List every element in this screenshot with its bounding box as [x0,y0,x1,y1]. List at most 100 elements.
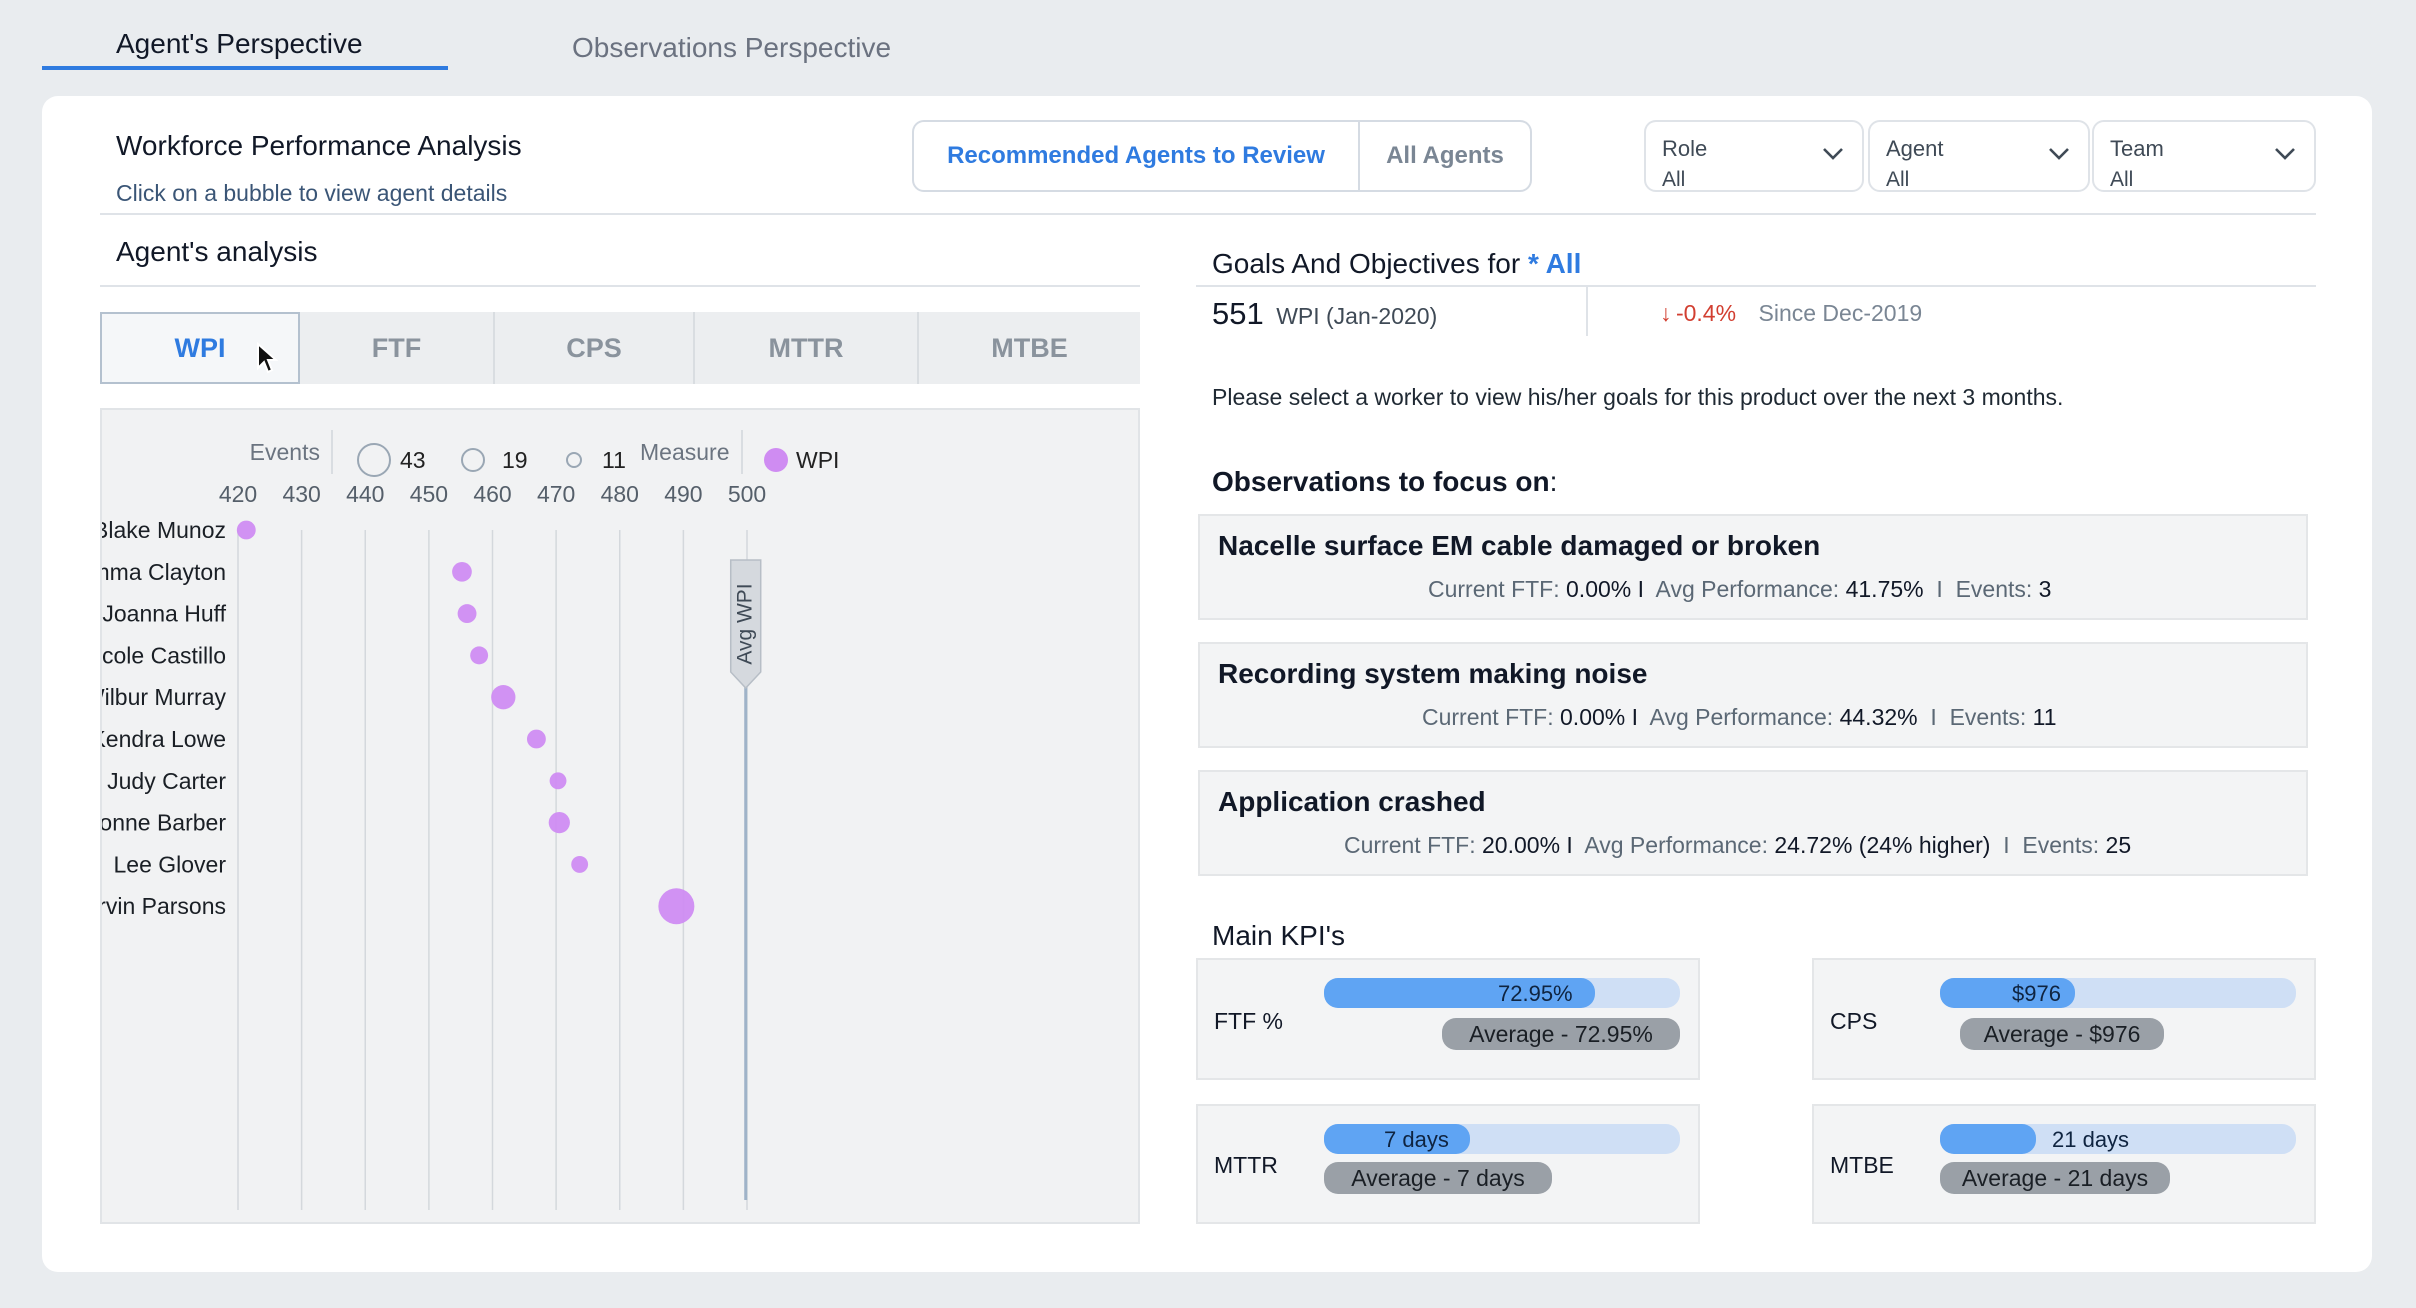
avg-wpi-marker [729,559,762,690]
wpi-since: Since Dec-2019 [1758,300,1923,326]
observation-card[interactable]: Nacelle surface EM cable damaged or brok… [1198,514,2308,620]
wpi-value: 551 [1212,296,1264,331]
x-tick-label: 430 [282,481,320,507]
kpi-title: Main KPI's [1212,920,1345,951]
separator: I [1930,704,1937,730]
team-dropdown-label: Team [2110,136,2164,161]
goals-instruction: Please select a worker to view his/her g… [1212,384,2064,410]
team-dropdown[interactable]: Team All [2092,120,2316,192]
agent-label: Yvonne Barber [102,810,226,836]
metric-tab-mttr[interactable]: MTTR [695,312,919,384]
agent-label: Judy Carter [107,768,226,794]
observation-card[interactable]: Recording system making noise Current FT… [1198,642,2308,748]
agent-bubble [658,888,695,925]
legend-size-medium [461,448,485,472]
chevron-down-icon [2049,148,2069,160]
kpi-bar-value: $976 [2012,981,2061,1006]
agent-dropdown-value: All [1886,168,1910,191]
kpi-average-pill: Average - 21 days [1940,1162,2170,1194]
x-tick-label: 480 [601,481,639,507]
observations-heading-text: Observations to focus on [1212,466,1550,497]
events-label: Events: [1949,704,2027,730]
kpi-card-ftf[interactable]: FTF % 72.95% Average - 72.95% [1196,958,1700,1080]
events-label: Events: [1955,576,2033,602]
x-tick-label: 470 [537,481,575,507]
agent-label: Marvin Parsons [102,893,226,919]
kpi-bar-track [1940,978,2296,1008]
legend-size-large [357,443,391,477]
kpi-card-cps[interactable]: CPS $976 Average - $976 [1812,958,2316,1080]
separator: I [1566,832,1573,858]
review-toggle: Recommended Agents to Review All Agents [912,120,1532,192]
ftf-label: Current FTF: [1422,704,1554,730]
agent-bubble [571,855,589,873]
tab-agents-perspective[interactable]: Agent's Perspective [116,28,363,59]
observation-card[interactable]: Application crashed Current FTF: 20.00% … [1198,770,2308,876]
arrow-down-icon: ↓ [1660,300,1672,326]
agent-bubble [491,685,516,710]
kpi-label: CPS [1830,1008,1878,1034]
goals-divider [1196,285,2316,287]
wpi-delta: ↓ -0.4% Since Dec-2019 [1660,300,1922,327]
metric-tab-mtbe[interactable]: MTBE [991,332,1068,363]
agent-dropdown[interactable]: Agent All [1868,120,2090,192]
avg-label: Avg Performance: [1649,704,1834,730]
metric-tab-ftf[interactable]: FTF [300,312,495,384]
agent-label: Joanna Huff [102,601,226,627]
kpi-card-mttr[interactable]: MTTR 7 days Average - 7 days [1196,1104,1700,1224]
kpi-bar-fill [1324,1124,1470,1154]
kpi-average-pill: Average - 7 days [1324,1162,1552,1194]
observation-stats: Current FTF: 0.00% I Avg Performance: 44… [1422,704,2057,731]
observations-heading: Observations to focus on: [1212,466,1557,498]
observation-stats: Current FTF: 0.00% I Avg Performance: 41… [1428,576,2051,603]
kpi-bar-track [1940,1124,2296,1154]
x-tick-label: 440 [346,481,384,507]
goals-title: Goals And Objectives for * All [1212,248,1581,280]
observations-heading-colon: : [1549,466,1558,497]
kpi-bar-fill [1940,1124,2037,1154]
agent-label: Nicole Castillo [102,642,226,668]
avg-value: 41.75% [1845,576,1924,602]
chevron-down-icon [2275,148,2295,160]
mouse-cursor-icon [257,342,278,374]
kpi-bar-track [1324,978,1680,1008]
metric-tab-wpi[interactable]: WPI [100,312,300,384]
separator: I [1631,704,1639,730]
kpi-bar-fill [1324,978,1595,1008]
kpi-label: MTTR [1214,1152,1278,1178]
separator: I [2003,832,2010,858]
role-dropdown[interactable]: Role All [1644,120,1864,192]
goals-scope-link[interactable]: * All [1527,248,1582,279]
avg-value: 24.72% (24% higher) [1774,832,1991,858]
wpi-delta-value: -0.4% [1675,300,1737,326]
events-value: 3 [2038,576,2052,602]
x-tick-label: 460 [473,481,511,507]
all-agents-button[interactable]: All Agents [1358,122,1530,190]
events-label: Events: [2022,832,2100,858]
team-dropdown-value: All [2110,168,2134,191]
page-title: Workforce Performance Analysis [116,130,522,161]
observation-title: Application crashed [1218,786,1486,817]
kpi-card-mtbe[interactable]: MTBE 21 days Average - 21 days [1812,1104,2316,1224]
kpi-bar-value: 7 days [1384,1127,1449,1152]
ftf-label: Current FTF: [1428,576,1560,602]
kpi-bar-track [1324,1124,1680,1154]
page-subtitle: Click on a bubble to view agent details [116,180,508,206]
agent-bubble [452,561,472,582]
agent-bubble [526,729,546,749]
legend-wpi-label: WPI [796,447,839,473]
kpi-bar-fill [1940,978,2076,1008]
metric-tab-cps[interactable]: CPS [495,312,695,384]
legend-size-small-label: 11 [602,447,626,473]
avg-value: 44.32% [1839,704,1918,730]
wpi-divider [1586,286,1588,336]
x-tick-label: 490 [664,481,702,507]
ftf-value: 0.00% [1566,576,1632,602]
tab-observations-perspective[interactable]: Observations Perspective [572,32,892,63]
ftf-value: 20.00% [1482,832,1561,858]
kpi-label: FTF % [1214,1008,1283,1034]
recommended-agents-button[interactable]: Recommended Agents to Review [947,142,1325,169]
bubble-chart[interactable]: Events 43 19 11 Measure WPI 420 430 440 450… [66,410,1138,1222]
analysis-divider [100,285,1140,287]
agent-dropdown-label: Agent [1886,136,1944,161]
